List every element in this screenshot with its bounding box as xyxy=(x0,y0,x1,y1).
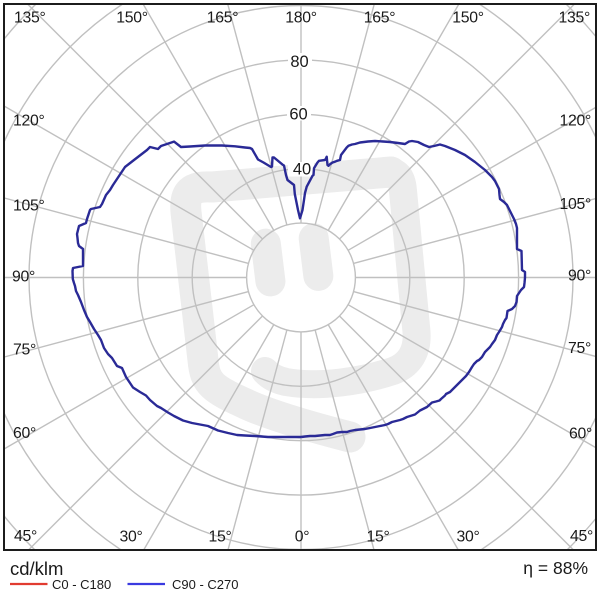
svg-text:105°: 105° xyxy=(13,198,44,215)
svg-text:135°: 135° xyxy=(559,9,590,26)
svg-text:30°: 30° xyxy=(457,529,480,546)
svg-text:60°: 60° xyxy=(13,425,36,442)
svg-text:80: 80 xyxy=(290,53,308,71)
svg-text:30°: 30° xyxy=(120,529,143,546)
svg-text:75°: 75° xyxy=(13,342,36,359)
svg-text:η = 88%: η = 88% xyxy=(523,558,588,578)
svg-text:90°: 90° xyxy=(568,268,591,285)
svg-text:C0 - C180: C0 - C180 xyxy=(52,577,111,592)
svg-text:60: 60 xyxy=(289,106,307,124)
svg-text:120°: 120° xyxy=(13,113,44,130)
svg-text:180°: 180° xyxy=(285,9,316,26)
svg-text:0°: 0° xyxy=(295,529,310,546)
svg-text:90°: 90° xyxy=(12,269,35,286)
svg-text:135°: 135° xyxy=(14,9,45,26)
svg-text:165°: 165° xyxy=(207,9,238,26)
svg-text:150°: 150° xyxy=(452,9,483,26)
svg-text:105°: 105° xyxy=(560,196,591,213)
svg-text:60°: 60° xyxy=(569,426,592,443)
svg-text:15°: 15° xyxy=(209,529,232,546)
svg-text:45°: 45° xyxy=(14,528,37,545)
svg-text:C90 - C270: C90 - C270 xyxy=(172,577,238,592)
svg-text:15°: 15° xyxy=(367,529,390,546)
svg-text:45°: 45° xyxy=(570,528,593,545)
svg-text:75°: 75° xyxy=(568,340,591,357)
svg-text:120°: 120° xyxy=(560,113,591,130)
svg-text:150°: 150° xyxy=(116,9,147,26)
svg-text:165°: 165° xyxy=(364,9,395,26)
svg-text:cd/klm: cd/klm xyxy=(10,558,63,579)
svg-text:40: 40 xyxy=(293,161,311,179)
